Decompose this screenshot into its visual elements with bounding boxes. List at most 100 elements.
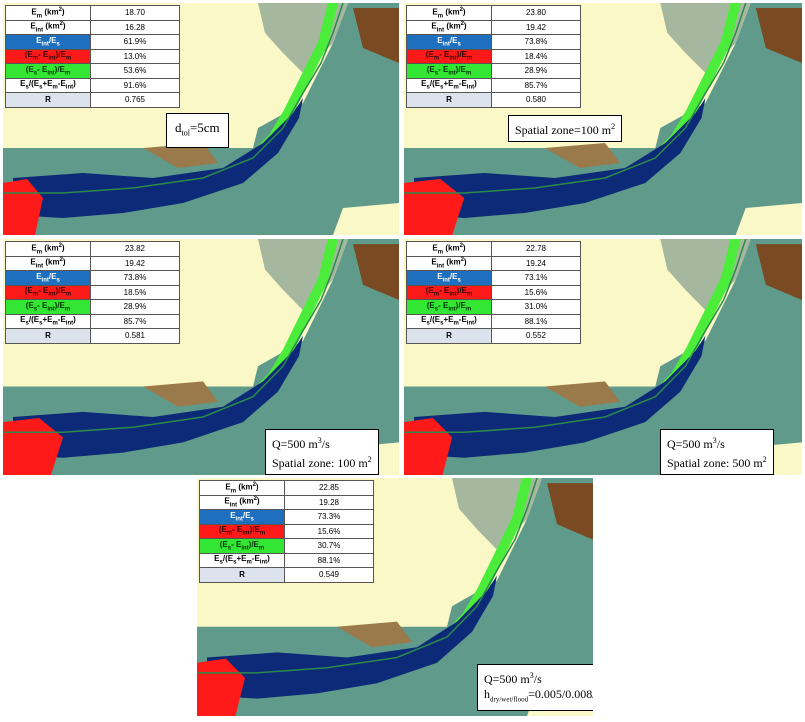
intersection-flood: [207, 575, 497, 699]
eint-value: 16.28: [90, 19, 180, 35]
flood-map-5: [197, 478, 593, 716]
eint-es-value: 73.1%: [491, 270, 581, 286]
river-channel: [3, 239, 344, 434]
es-eint-em-label: (Es- Eint)/Em: [406, 299, 492, 315]
panel-1-caption: dtol=5cm: [166, 113, 229, 148]
em-value: 23.80: [491, 5, 581, 21]
em-eint-em-label: (Em- Eint)/Em: [5, 284, 91, 300]
es-ratio-value: 88.1%: [491, 313, 581, 329]
map-panel-4: Em (km2) 22.78 Eint (km2) 19.24 Eint/Es 73.…: [404, 239, 802, 475]
eint-es-label: Eint/Es: [5, 270, 91, 286]
river-channel: [3, 3, 344, 194]
stats-table-1: Em (km2) 18.70 Eint (km2) 16.28 Eint/Es 61.…: [5, 5, 180, 108]
es-ratio-label: Es/(Es+Em-Eint): [5, 77, 91, 93]
em-eint-em-value: 18.4%: [491, 48, 581, 64]
r-label: R: [5, 92, 91, 108]
em-value: 22.78: [491, 241, 581, 257]
stats-table-3: Em (km2) 23.82 Eint (km2) 19.42 Eint/Es 73.…: [5, 241, 180, 344]
es-ratio-value: 88.1%: [284, 552, 374, 568]
river-channel: [404, 239, 747, 434]
river-channel: [404, 3, 747, 194]
em-label: Em (km2): [199, 480, 285, 496]
high-terrain-north: [755, 244, 802, 300]
em-eint-em-label: (Em- Eint)/Em: [5, 48, 91, 64]
map-panel-5: Em (km2) 22.85 Eint (km2) 19.28 Eint/Es 73.…: [197, 478, 593, 716]
r-label: R: [5, 328, 91, 344]
stats-table-5: Em (km2) 22.85 Eint (km2) 19.28 Eint/Es 73.…: [199, 480, 374, 583]
eint-value: 19.28: [284, 494, 374, 510]
eint-es-value: 73.3%: [284, 509, 374, 525]
r-value: 0.552: [491, 328, 581, 344]
es-ratio-label: Es/(Es+Em-Eint): [5, 313, 91, 329]
em-eint-em-value: 18.5%: [90, 284, 180, 300]
em-value: 23.82: [90, 241, 180, 257]
es-ratio-value: 85.7%: [90, 313, 180, 329]
r-value: 0.581: [90, 328, 180, 344]
es-eint-em-value: 31.0%: [491, 299, 581, 315]
panel-2-caption: Spatial zone=100 m2: [508, 115, 623, 142]
flood-map-3: [3, 239, 399, 475]
eint-es-value: 73.8%: [491, 34, 581, 50]
high-terrain-north: [755, 8, 802, 63]
intersection-flood: [13, 98, 303, 218]
high-terrain-north: [353, 244, 399, 300]
r-value: 0.580: [491, 92, 581, 108]
high-terrain-north: [547, 483, 593, 540]
eint-es-label: Eint/Es: [406, 34, 492, 50]
high-terrain-south: [544, 143, 621, 168]
es-ratio-value: 85.7%: [491, 77, 581, 93]
high-terrain-south: [143, 143, 218, 168]
high-terrain-south: [337, 621, 412, 648]
em-eint-em-value: 13.0%: [90, 48, 180, 64]
eint-label: Eint (km2): [199, 494, 285, 510]
es-ratio-label: Es/(Es+Em-Eint): [406, 77, 492, 93]
high-terrain-south: [544, 381, 621, 407]
em-label: Em (km2): [5, 5, 91, 21]
intersection-flood: [13, 335, 303, 458]
panel-5-caption: Q=500 m3/s hdry/wet/flood=0.005/0.008/0.…: [477, 664, 593, 712]
stats-table-2: Em (km2) 23.80 Eint (km2) 19.42 Eint/Es 73.…: [406, 5, 581, 108]
panel-4-caption: Q=500 m3/s Spatial zone: 500 m2: [660, 429, 774, 475]
eint-value: 19.42: [90, 255, 180, 271]
high-terrain-south: [143, 381, 218, 407]
r-label: R: [406, 328, 492, 344]
es-ratio-value: 91.6%: [90, 77, 180, 93]
flood-map-1: [3, 3, 399, 235]
em-eint-em-label: (Em- Eint)/Em: [406, 284, 492, 300]
eint-es-value: 61.9%: [90, 34, 180, 50]
em-eint-em-label: (Em- Eint)/Em: [406, 48, 492, 64]
flood-map-2: [404, 3, 802, 235]
map-panel-3: Em (km2) 23.82 Eint (km2) 19.42 Eint/Es 73.…: [3, 239, 399, 475]
r-value: 0.765: [90, 92, 180, 108]
es-eint-em-label: (Es- Eint)/Em: [406, 63, 492, 79]
flood-map-4: [404, 239, 802, 475]
em-value: 18.70: [90, 5, 180, 21]
eint-value: 19.24: [491, 255, 581, 271]
es-eint-em-value: 30.7%: [284, 538, 374, 554]
em-label: Em (km2): [5, 241, 91, 257]
em-eint-em-value: 15.6%: [284, 523, 374, 539]
stats-table-4: Em (km2) 22.78 Eint (km2) 19.24 Eint/Es 73.…: [406, 241, 581, 344]
eint-es-label: Eint/Es: [406, 270, 492, 286]
panel-3-caption: Q=500 m3/s Spatial zone: 100 m2: [265, 429, 379, 475]
river-channel: [197, 478, 538, 674]
eint-value: 19.42: [491, 19, 581, 35]
em-value: 22.85: [284, 480, 374, 496]
eint-label: Eint (km2): [406, 255, 492, 271]
em-eint-em-label: (Em- Eint)/Em: [199, 523, 285, 539]
map-panel-2: Em (km2) 23.80 Eint (km2) 19.42 Eint/Es 73.…: [404, 3, 802, 235]
eint-es-label: Eint/Es: [5, 34, 91, 50]
eint-es-value: 73.8%: [90, 270, 180, 286]
r-value: 0.549: [284, 567, 374, 583]
intersection-flood: [414, 98, 706, 218]
eint-label: Eint (km2): [5, 19, 91, 35]
es-ratio-label: Es/(Es+Em-Eint): [406, 313, 492, 329]
map-panel-1: Em (km2) 18.70 Eint (km2) 16.28 Eint/Es 61.…: [3, 3, 399, 235]
es-eint-em-value: 28.9%: [90, 299, 180, 315]
eint-label: Eint (km2): [406, 19, 492, 35]
em-label: Em (km2): [406, 5, 492, 21]
r-label: R: [199, 567, 285, 583]
es-ratio-label: Es/(Es+Em-Eint): [199, 552, 285, 568]
intersection-flood: [414, 335, 706, 458]
r-label: R: [406, 92, 492, 108]
